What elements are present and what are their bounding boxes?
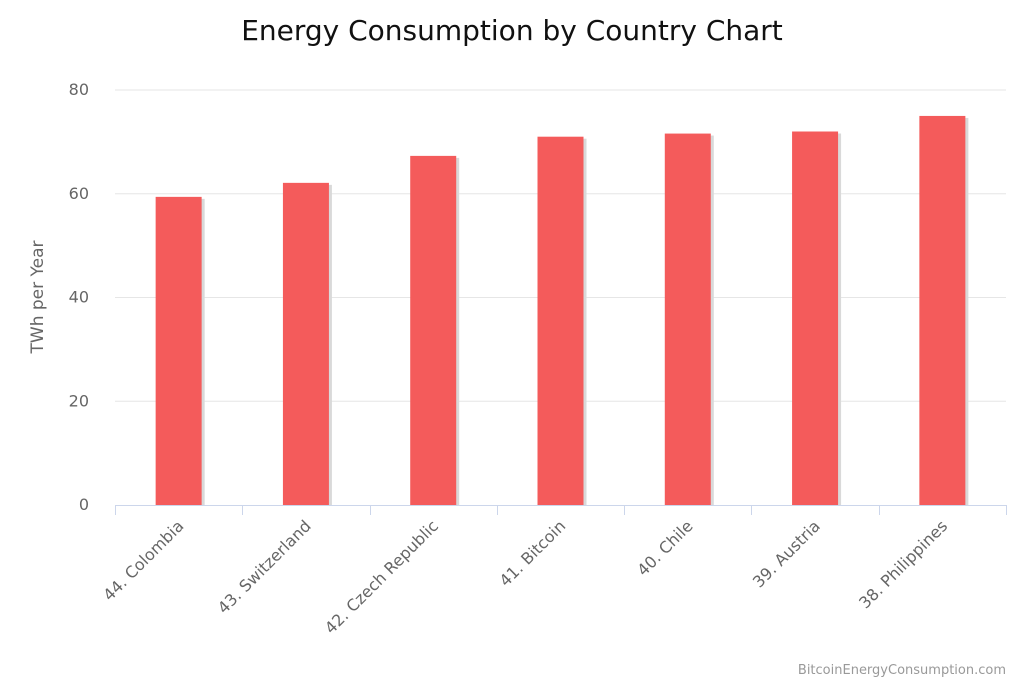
bar[interactable] [410,155,457,505]
x-tick-labels: 44. Colombia 43. Switzerland 42. Czech Rep… [99,516,951,637]
chart-title: Energy Consumption by Country Chart [241,14,783,47]
y-tick-labels: 0 20 40 60 80 [69,80,89,514]
chart-credit[interactable]: BitcoinEnergyConsumption.com [798,663,1006,678]
x-axis [115,505,1007,515]
y-tick-label: 20 [69,391,89,410]
x-tick-label: 41. Bitcoin [496,516,570,590]
x-tick-label: 39. Austria [749,516,824,591]
y-tick-label: 0 [79,495,89,514]
y-tick-label: 40 [69,288,89,307]
x-tick-label: 40. Chile [633,516,696,579]
bar[interactable] [792,131,839,506]
bar[interactable] [282,182,329,505]
x-tick-label: 42. Czech Republic [321,516,442,637]
x-tick-label: 43. Switzerland [214,516,315,617]
x-tick-label: 44. Colombia [99,516,187,604]
y-axis-title: TWh per Year [28,240,48,354]
bar[interactable] [537,136,584,505]
bar[interactable] [919,115,966,505]
bar[interactable] [664,133,711,505]
x-tick-label: 38. Philippines [855,516,951,612]
bar[interactable] [155,196,202,506]
y-tick-label: 60 [69,184,89,203]
y-tick-label: 80 [69,80,89,99]
bars [155,115,966,506]
